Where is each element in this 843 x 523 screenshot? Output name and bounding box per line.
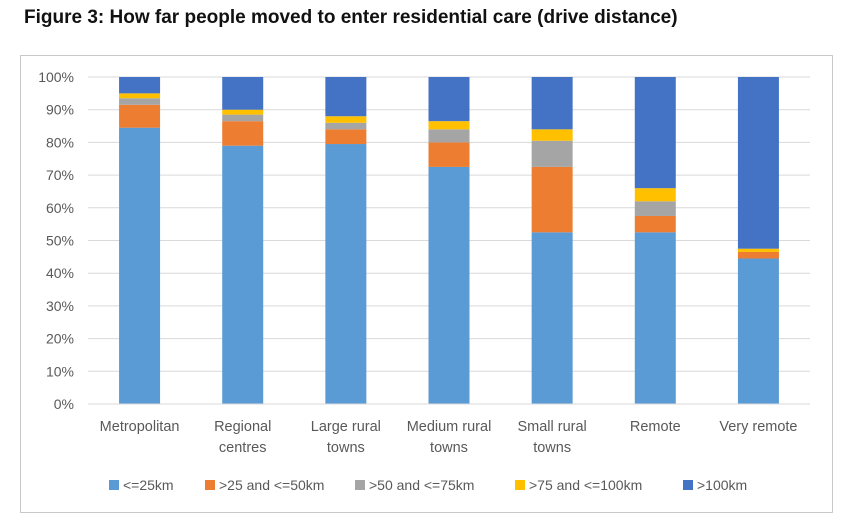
bar-medium-rural-towns-gt25-and-le50km (428, 142, 470, 167)
bar-regional-centres-gt75-and-le100km (222, 109, 264, 115)
legend-swatch-gt100km (683, 480, 693, 490)
bar-regional-centres-le25km (222, 145, 264, 405)
y-axis-tick-labels: 0% 10% 20% 30% 40% 50% 60% 70% 80% 90% 100% (38, 69, 74, 412)
legend-swatch-gt75-and-le100km (515, 480, 525, 490)
bar-remote-gt50-and-le75km (634, 201, 676, 216)
legend-label-gt25-and-le50km: >25 and <=50km (219, 477, 324, 493)
bar-large-rural-towns-gt25-and-le50km (325, 129, 367, 145)
y-tick-label: 40% (46, 265, 74, 281)
y-tick-label: 20% (46, 331, 74, 347)
bar-metropolitan-le25km (119, 127, 161, 404)
x-category-label: Very remote (719, 419, 797, 435)
bar-metropolitan-gt25-and-le50km (119, 104, 161, 128)
y-tick-label: 0% (54, 396, 74, 412)
y-tick-label: 50% (46, 233, 74, 249)
bar-regional-centres-gt25-and-le50km (222, 121, 264, 146)
y-tick-label: 90% (46, 102, 74, 118)
bar-large-rural-towns-gt100km (325, 77, 367, 117)
bar-very-remote-gt75-and-le100km (737, 248, 779, 252)
bar-small-rural-towns-gt50-and-le75km (531, 140, 573, 167)
bar-small-rural-towns-gt25-and-le50km (531, 166, 573, 233)
bar-large-rural-towns-gt50-and-le75km (325, 122, 367, 130)
figure-title: Figure 3: How far people moved to enter … (24, 7, 678, 28)
legend-label-le25km: <=25km (123, 477, 174, 493)
x-category-label: Metropolitan (100, 419, 180, 435)
bar-remote-le25km (634, 232, 676, 404)
bar-small-rural-towns-gt75-and-le100km (531, 129, 573, 141)
bar-very-remote-gt100km (737, 77, 779, 249)
x-category-label: towns (533, 440, 571, 456)
y-tick-label: 60% (46, 200, 74, 216)
bar-small-rural-towns-le25km (531, 232, 573, 404)
bar-very-remote-gt25-and-le50km (737, 251, 779, 259)
legend-label-gt75-and-le100km: >75 and <=100km (529, 477, 642, 493)
bar-metropolitan-gt100km (119, 77, 161, 94)
bar-medium-rural-towns-gt100km (428, 77, 470, 122)
y-tick-label: 100% (38, 69, 74, 85)
bar-metropolitan-gt50-and-le75km (119, 98, 161, 105)
bar-metropolitan-gt75-and-le100km (119, 93, 161, 99)
x-axis-category-labels: Metropolitan Regional centres Large rural to… (100, 419, 798, 456)
x-category-label: Small rural (517, 419, 586, 435)
x-category-label: towns (430, 440, 468, 456)
bar-regional-centres-gt50-and-le75km (222, 114, 264, 122)
bar-very-remote-le25km (737, 258, 779, 404)
bar-remote-gt25-and-le50km (634, 215, 676, 233)
x-category-label: Remote (630, 419, 681, 435)
bars (119, 77, 779, 405)
legend-label-gt50-and-le75km: >50 and <=75km (369, 477, 474, 493)
x-category-label: centres (219, 440, 267, 456)
bar-remote-gt75-and-le100km (634, 188, 676, 202)
y-tick-label: 30% (46, 298, 74, 314)
bar-regional-centres-gt100km (222, 77, 264, 110)
y-tick-label: 80% (46, 134, 74, 150)
bar-medium-rural-towns-gt75-and-le100km (428, 121, 470, 130)
legend: <=25km >25 and <=50km >50 and <=75km >75 an… (109, 477, 747, 493)
legend-swatch-le25km (109, 480, 119, 490)
bar-medium-rural-towns-gt50-and-le75km (428, 129, 470, 143)
x-category-label: Large rural (311, 419, 381, 435)
bar-medium-rural-towns-le25km (428, 166, 470, 404)
bar-large-rural-towns-gt75-and-le100km (325, 116, 367, 123)
x-category-label: Regional (214, 419, 271, 435)
y-tick-label: 10% (46, 363, 74, 379)
x-category-label: Medium rural (407, 419, 492, 435)
bar-small-rural-towns-gt100km (531, 77, 573, 130)
legend-swatch-gt50-and-le75km (355, 480, 365, 490)
legend-label-gt100km: >100km (697, 477, 747, 493)
x-category-label: towns (327, 440, 365, 456)
legend-swatch-gt25-and-le50km (205, 480, 215, 490)
bar-large-rural-towns-le25km (325, 144, 367, 404)
y-tick-label: 70% (46, 167, 74, 183)
bar-remote-gt100km (634, 77, 676, 189)
